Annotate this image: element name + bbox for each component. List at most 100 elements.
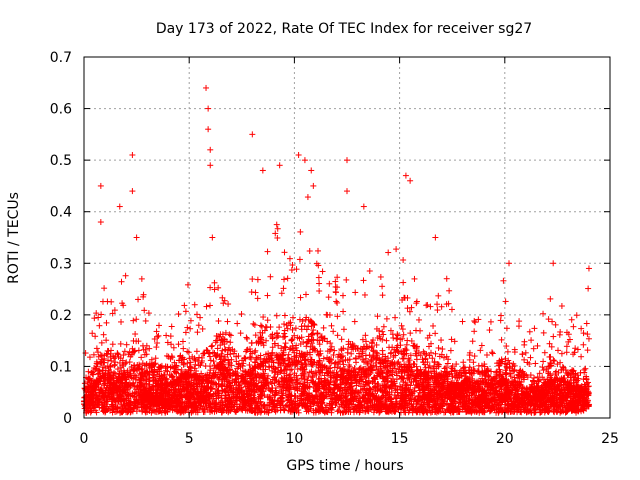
data-point bbox=[320, 324, 327, 331]
data-point bbox=[387, 327, 394, 334]
data-point bbox=[104, 298, 111, 305]
data-point bbox=[386, 344, 393, 351]
data-point bbox=[273, 329, 280, 336]
data-point bbox=[584, 331, 591, 338]
data-point bbox=[585, 335, 592, 342]
data-point bbox=[366, 267, 373, 274]
data-point bbox=[531, 325, 538, 332]
data-point bbox=[246, 361, 253, 368]
data-point bbox=[95, 349, 102, 356]
data-point bbox=[132, 331, 139, 338]
data-point bbox=[399, 355, 406, 362]
data-point bbox=[141, 307, 148, 314]
data-point bbox=[191, 301, 198, 308]
data-point bbox=[250, 320, 257, 327]
data-point bbox=[486, 327, 493, 334]
data-point bbox=[563, 343, 570, 350]
data-point bbox=[540, 358, 547, 365]
data-point bbox=[497, 317, 504, 324]
data-point bbox=[281, 330, 288, 337]
data-point bbox=[184, 324, 191, 331]
data-point bbox=[483, 352, 490, 359]
data-points bbox=[81, 84, 592, 416]
data-point bbox=[330, 352, 337, 359]
data-point bbox=[503, 343, 510, 350]
data-point bbox=[170, 344, 177, 351]
data-point bbox=[407, 352, 414, 359]
data-point bbox=[264, 248, 271, 255]
data-point bbox=[153, 344, 160, 351]
data-point bbox=[238, 311, 245, 318]
data-point bbox=[156, 322, 163, 329]
data-point bbox=[343, 276, 350, 283]
data-point bbox=[199, 325, 206, 332]
data-point bbox=[252, 289, 259, 296]
data-point bbox=[117, 340, 124, 347]
data-point bbox=[339, 292, 346, 299]
data-point bbox=[582, 365, 589, 372]
data-point bbox=[193, 348, 200, 355]
data-point bbox=[379, 292, 386, 299]
data-point bbox=[443, 275, 450, 282]
data-point bbox=[362, 332, 369, 339]
data-point bbox=[254, 295, 261, 302]
data-point bbox=[585, 285, 592, 292]
data-point bbox=[267, 323, 274, 330]
data-point bbox=[98, 311, 105, 318]
data-point bbox=[267, 273, 274, 280]
data-point bbox=[489, 349, 496, 356]
data-point bbox=[257, 322, 264, 329]
data-point bbox=[315, 247, 322, 254]
data-point bbox=[180, 345, 187, 352]
data-point bbox=[332, 288, 339, 295]
data-point bbox=[334, 313, 341, 320]
data-point bbox=[182, 308, 189, 315]
data-point bbox=[306, 247, 313, 254]
data-point bbox=[248, 289, 255, 296]
data-point bbox=[289, 262, 296, 269]
data-point bbox=[469, 338, 476, 345]
data-point bbox=[273, 312, 280, 319]
chart-title: Day 173 of 2022, Rate Of TEC Index for r… bbox=[156, 21, 532, 37]
data-point bbox=[225, 301, 232, 308]
data-point bbox=[332, 278, 339, 285]
data-point bbox=[264, 317, 271, 324]
data-point bbox=[237, 330, 244, 337]
data-point bbox=[407, 330, 414, 337]
data-point bbox=[334, 274, 341, 281]
data-point bbox=[351, 318, 358, 325]
data-point bbox=[325, 294, 332, 301]
data-point bbox=[546, 353, 553, 360]
data-point bbox=[89, 330, 96, 337]
data-point bbox=[532, 360, 539, 367]
data-point bbox=[292, 325, 299, 332]
data-point bbox=[138, 354, 145, 361]
data-point bbox=[260, 314, 267, 321]
data-point bbox=[130, 317, 137, 324]
data-point bbox=[471, 328, 478, 335]
data-point bbox=[552, 321, 559, 328]
data-point bbox=[415, 316, 422, 323]
data-point bbox=[438, 337, 445, 344]
data-point bbox=[251, 349, 258, 356]
data-point bbox=[286, 346, 293, 353]
data-point bbox=[320, 355, 327, 362]
data-point bbox=[315, 274, 322, 281]
data-point bbox=[281, 276, 288, 283]
data-point bbox=[101, 285, 108, 292]
data-point bbox=[118, 278, 125, 285]
data-point bbox=[104, 357, 111, 364]
data-point bbox=[152, 355, 159, 362]
data-point bbox=[296, 256, 303, 263]
data-point bbox=[118, 318, 125, 325]
data-point bbox=[248, 339, 255, 346]
data-point bbox=[284, 275, 291, 282]
data-point bbox=[326, 280, 333, 287]
data-point bbox=[584, 347, 591, 354]
data-point bbox=[403, 341, 410, 348]
data-point bbox=[400, 279, 407, 286]
data-point bbox=[352, 289, 359, 296]
data-point bbox=[393, 246, 400, 253]
data-point bbox=[580, 341, 587, 348]
data-point bbox=[530, 345, 537, 352]
